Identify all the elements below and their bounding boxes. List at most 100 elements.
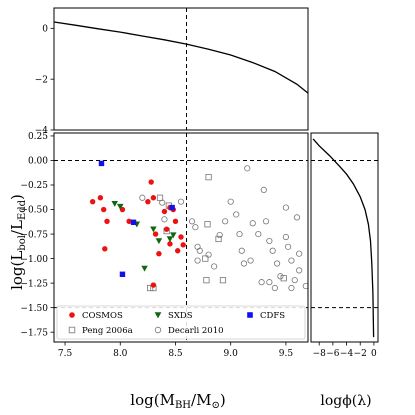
right-xtick-label-4: 0	[371, 349, 377, 359]
legend-label-peng-2006a: Peng 2006a	[82, 326, 133, 336]
main-xtick-label-0: 7.5	[58, 349, 73, 359]
right-x-axis-label: logϕ(λ)	[320, 393, 371, 409]
cosmos-point-2	[100, 206, 107, 213]
cosmos-point-13	[163, 226, 170, 232]
top-ytick-label-0: 0	[42, 25, 48, 35]
sxds-point-1	[117, 203, 124, 210]
peng-2006a-point-8	[203, 277, 210, 284]
cosmos-point-4	[102, 246, 108, 252]
main-ytick-label-5: −1.00	[20, 255, 48, 265]
x-axis-label: log(MBH/M⊙)	[130, 391, 225, 411]
decarli-2010-point-0	[139, 194, 146, 201]
main-ytick-label-2: −0.25	[20, 181, 48, 191]
legend-label-cdfs: CDFS	[260, 311, 285, 321]
decarli-2010-point-4	[192, 224, 199, 231]
sxds-point-4	[150, 226, 157, 233]
decarli-2010-point-2	[161, 216, 168, 223]
decarli-2010-point-26	[282, 204, 290, 211]
decarli-2010-point-18	[244, 165, 251, 172]
main-ytick-label-1: 0.00	[28, 157, 48, 167]
legend-label-sxds: SXDS	[168, 311, 193, 321]
right-xtick-label-1: −6	[326, 349, 340, 359]
sxds-point-5	[155, 238, 163, 245]
cosmos-point-1	[97, 195, 104, 201]
cosmos-point-20	[150, 282, 157, 288]
peng-2006a-point-10	[215, 235, 222, 243]
main-ytick-label-7: −1.50	[20, 304, 48, 314]
cosmos-point-17	[174, 248, 181, 254]
cosmos-point-18	[178, 234, 184, 240]
cosmos-point-11	[156, 250, 162, 257]
decarli-2010-point-15	[238, 247, 245, 254]
peng-2006a-point-0	[156, 194, 164, 201]
legend-box	[56, 305, 306, 340]
sxds-point-3	[141, 265, 148, 272]
decarli-2010-point-39	[258, 279, 265, 286]
legend-label-decarli-2010: Decarli 2010	[168, 326, 224, 336]
legend-marker-cdfs	[247, 312, 253, 318]
decarli-2010-point-27	[282, 233, 290, 241]
decarli-2010-point-31	[293, 214, 301, 221]
right-frame	[310, 132, 379, 343]
decarli-2010-point-11	[222, 218, 229, 225]
decarli-2010-point-12	[227, 198, 234, 205]
cosmos-point-3	[104, 218, 110, 225]
peng-2006a-point-5	[205, 174, 212, 181]
cosmos-point-10	[152, 231, 159, 237]
decarli-2010-point-25	[277, 273, 284, 280]
decarli-2010-point-23	[269, 247, 276, 254]
decarli-2010-point-8	[194, 243, 201, 250]
decarli-2010-point-19	[255, 230, 262, 238]
decarli-2010-point-33	[266, 279, 273, 286]
main-ytick-label-8: −1.75	[20, 328, 48, 338]
top-ytick-label-1: −2	[35, 75, 48, 85]
decarli-2010-point-40	[177, 198, 185, 205]
main-ytick-label-3: −0.50	[20, 206, 48, 216]
legend-marker-sxds	[154, 312, 162, 319]
top-frame	[53, 7, 309, 131]
main-xtick-label-2: 8.5	[168, 349, 183, 359]
top-panel: 0 −2 −4	[35, 7, 309, 136]
decarli-2010-point-13	[233, 211, 240, 218]
top-ytick-label-2: −4	[35, 126, 49, 136]
main-xtick-label-3: 9.0	[224, 349, 239, 359]
peng-2006a-point-9	[219, 277, 227, 284]
decarli-2010-point-21	[262, 218, 270, 225]
main-panel: 7.5 8.0 8.5 9.0 9.5 0.25 0.00 −0.25 −0.50 −0.75 −1…	[20, 132, 309, 359]
cosmos-point-19	[180, 242, 186, 248]
right-xtick-label-0: −8	[313, 349, 327, 359]
cosmos-point-16	[172, 218, 179, 225]
cosmos-point-7	[145, 198, 151, 205]
right-xtick-label-2: −4	[340, 349, 354, 359]
right-curve	[312, 138, 375, 338]
cosmos-point-8	[148, 179, 154, 185]
cosmos-point-6	[126, 218, 132, 225]
cdfs-point-3	[169, 204, 175, 211]
decarli-2010-point-7	[194, 257, 201, 264]
cdfs-point-0	[98, 160, 105, 167]
decarli-2010-point-38	[249, 220, 256, 227]
main-xtick-label-1: 8.0	[113, 349, 128, 359]
main-ytick-label-0: 0.25	[28, 132, 48, 142]
peng-2006a-point-4	[146, 284, 154, 292]
main-frame	[53, 132, 309, 343]
cosmos-point-9	[150, 195, 157, 201]
decarli-2010-point-37	[302, 282, 308, 290]
sxds-point-7	[170, 232, 177, 239]
decarli-2010-point-22	[266, 237, 273, 245]
decarli-2010-point-36	[296, 250, 303, 257]
legend-marker-peng-2006a	[68, 326, 76, 334]
decarli-2010-point-20	[260, 186, 267, 194]
peng-2006a-point-7	[202, 255, 209, 262]
legend-marker-decarli-2010	[154, 326, 162, 334]
decarli-2010-point-1	[159, 199, 166, 206]
main-ytick-label-4: −0.75	[20, 230, 48, 240]
cosmos-point-12	[161, 208, 168, 215]
main-points	[89, 160, 308, 292]
legend: COSMOS SXDS CDFS Peng 2006a Decarli 2010	[56, 305, 306, 340]
top-curve	[53, 21, 309, 94]
decarli-2010-point-17	[247, 257, 254, 264]
decarli-2010-point-34	[271, 284, 278, 292]
y-axis-label: log(Lbol/LEdd)	[8, 194, 28, 290]
